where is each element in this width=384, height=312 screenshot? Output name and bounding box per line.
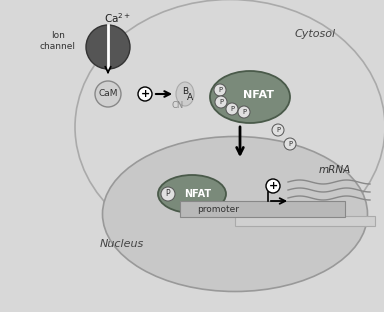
Circle shape <box>95 81 121 107</box>
Text: CN: CN <box>172 101 184 110</box>
Text: P: P <box>242 109 246 115</box>
Text: A: A <box>187 94 193 103</box>
Text: Nucleus: Nucleus <box>100 239 144 249</box>
Circle shape <box>214 84 226 96</box>
Circle shape <box>284 138 296 150</box>
Text: +: + <box>268 181 278 191</box>
Ellipse shape <box>210 71 290 123</box>
Circle shape <box>266 179 280 193</box>
Text: Ca$^{2+}$: Ca$^{2+}$ <box>104 11 132 25</box>
Text: P: P <box>218 87 222 93</box>
Circle shape <box>238 106 250 118</box>
Circle shape <box>272 124 284 136</box>
Text: Cytosol: Cytosol <box>295 29 336 39</box>
Ellipse shape <box>75 0 384 255</box>
Ellipse shape <box>158 175 226 213</box>
Text: P: P <box>230 106 234 112</box>
Text: NFAT: NFAT <box>243 90 273 100</box>
Text: B: B <box>182 86 188 95</box>
Circle shape <box>215 96 227 108</box>
Text: P: P <box>288 141 292 147</box>
Text: Ion
channel: Ion channel <box>40 31 76 51</box>
Text: promoter: promoter <box>197 204 239 213</box>
Text: P: P <box>166 189 170 198</box>
Text: +: + <box>141 89 150 99</box>
Text: P: P <box>219 99 223 105</box>
Circle shape <box>86 25 130 69</box>
Text: P: P <box>276 127 280 133</box>
Ellipse shape <box>176 82 194 106</box>
Circle shape <box>226 103 238 115</box>
Text: mRNA: mRNA <box>319 165 351 175</box>
Circle shape <box>138 87 152 101</box>
Bar <box>180 201 345 217</box>
Text: NFAT: NFAT <box>184 189 212 199</box>
Ellipse shape <box>103 137 367 291</box>
Text: CaM: CaM <box>98 90 118 99</box>
Bar <box>235 216 375 226</box>
Circle shape <box>161 187 175 201</box>
